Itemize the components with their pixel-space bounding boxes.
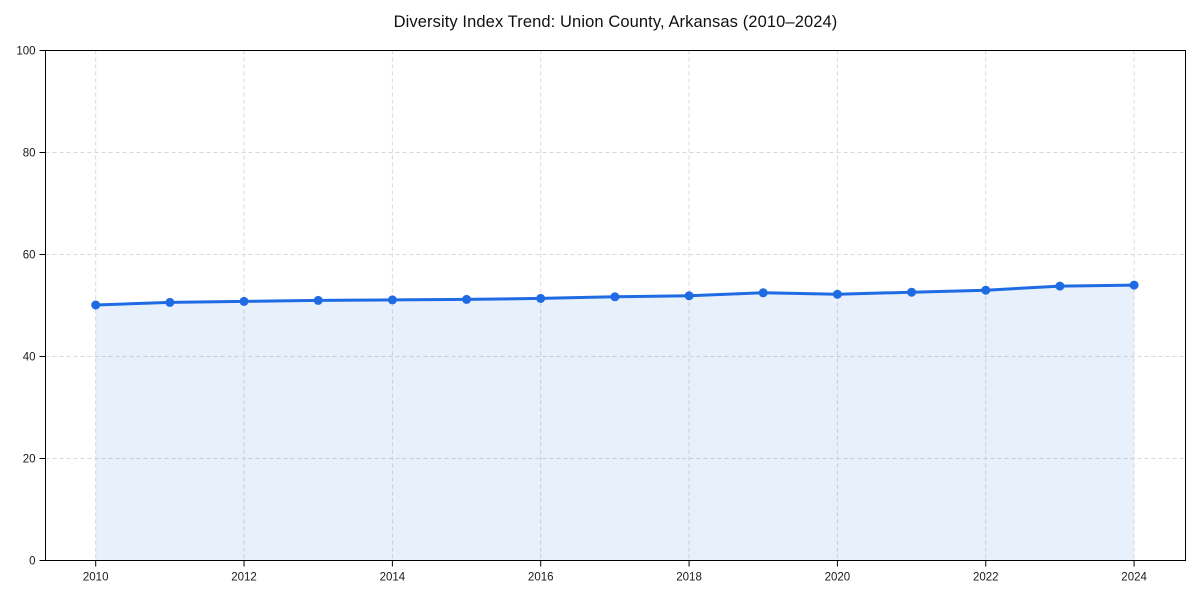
x-tick-label: 2018 xyxy=(676,572,702,584)
y-tick-label: 100 xyxy=(16,46,35,58)
x-tick-label: 2010 xyxy=(83,572,109,584)
data-point-marker xyxy=(313,295,323,305)
x-tick-label: 2014 xyxy=(380,572,406,584)
chart-title: Diversity Index Trend: Union County, Ark… xyxy=(393,13,838,31)
y-tick-label: 60 xyxy=(23,250,36,262)
data-point-marker xyxy=(536,293,546,303)
data-point-marker xyxy=(239,296,249,306)
data-point-marker xyxy=(165,297,175,307)
data-point-marker xyxy=(832,289,842,299)
data-point-marker xyxy=(907,287,917,297)
data-point-marker xyxy=(610,292,620,302)
data-point-marker xyxy=(387,295,397,305)
y-tick-label: 80 xyxy=(23,148,36,160)
data-point-marker xyxy=(1129,280,1139,290)
x-tick-label: 2016 xyxy=(528,572,554,584)
y-tick-label: 0 xyxy=(29,556,35,568)
x-tick-label: 2022 xyxy=(973,572,999,584)
data-point-marker xyxy=(462,294,472,304)
data-point-marker xyxy=(684,291,694,301)
y-tick-label: 40 xyxy=(23,352,36,364)
data-point-marker xyxy=(1055,281,1065,291)
data-point-marker xyxy=(758,288,768,298)
x-tick-label: 2012 xyxy=(231,572,257,584)
data-point-marker xyxy=(91,300,101,310)
data-point-marker xyxy=(981,285,991,295)
plot-frame xyxy=(45,50,1186,561)
area-fill xyxy=(95,285,1135,561)
x-tick-label: 2020 xyxy=(825,572,851,584)
x-tick-label: 2024 xyxy=(1121,572,1147,584)
y-tick-label: 20 xyxy=(23,454,36,466)
